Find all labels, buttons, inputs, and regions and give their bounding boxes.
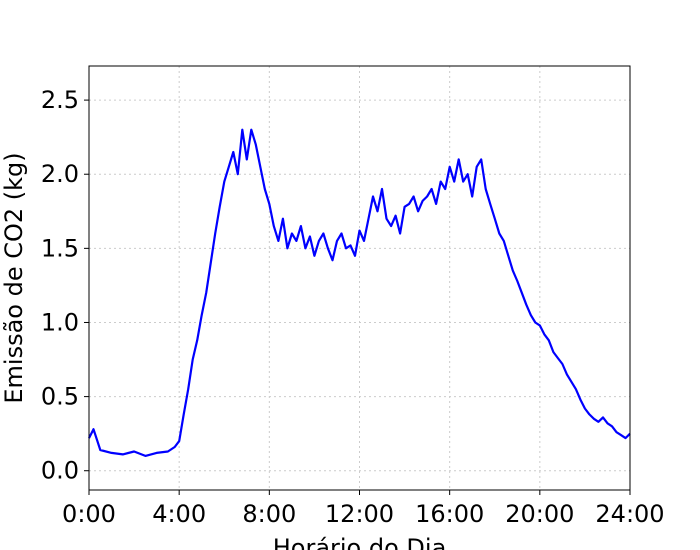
grid bbox=[88, 66, 631, 490]
x-tick-label: 4:00 bbox=[152, 500, 206, 528]
x-axis-title: Horário do Dia bbox=[273, 534, 447, 550]
x-tick-label: 8:00 bbox=[242, 500, 296, 528]
x-tick-label: 12:00 bbox=[325, 500, 394, 528]
series-layer bbox=[88, 128, 631, 457]
y-tick-label: 2.5 bbox=[41, 86, 79, 114]
x-tick-label: 16:00 bbox=[415, 500, 484, 528]
y-tick-label: 0.5 bbox=[41, 383, 79, 411]
y-tick-label: 1.5 bbox=[41, 234, 79, 262]
x-axis: 0:00 4:00 8:00 12:00 16:00 20:00 24:00 bbox=[62, 490, 665, 528]
series-line bbox=[88, 128, 631, 457]
y-tick-label: 2.0 bbox=[41, 160, 79, 188]
y-tick-label: 0.0 bbox=[41, 457, 79, 485]
x-tick-label: 24:00 bbox=[595, 500, 664, 528]
x-tick-label: 20:00 bbox=[505, 500, 574, 528]
x-tick-label: 0:00 bbox=[62, 500, 116, 528]
y-axis: 0.0 0.5 1.0 1.5 2.0 2.5 bbox=[41, 86, 89, 485]
y-tick-label: 1.0 bbox=[41, 308, 79, 336]
y-axis-title: Emissão de CO2 (kg) bbox=[0, 152, 28, 403]
